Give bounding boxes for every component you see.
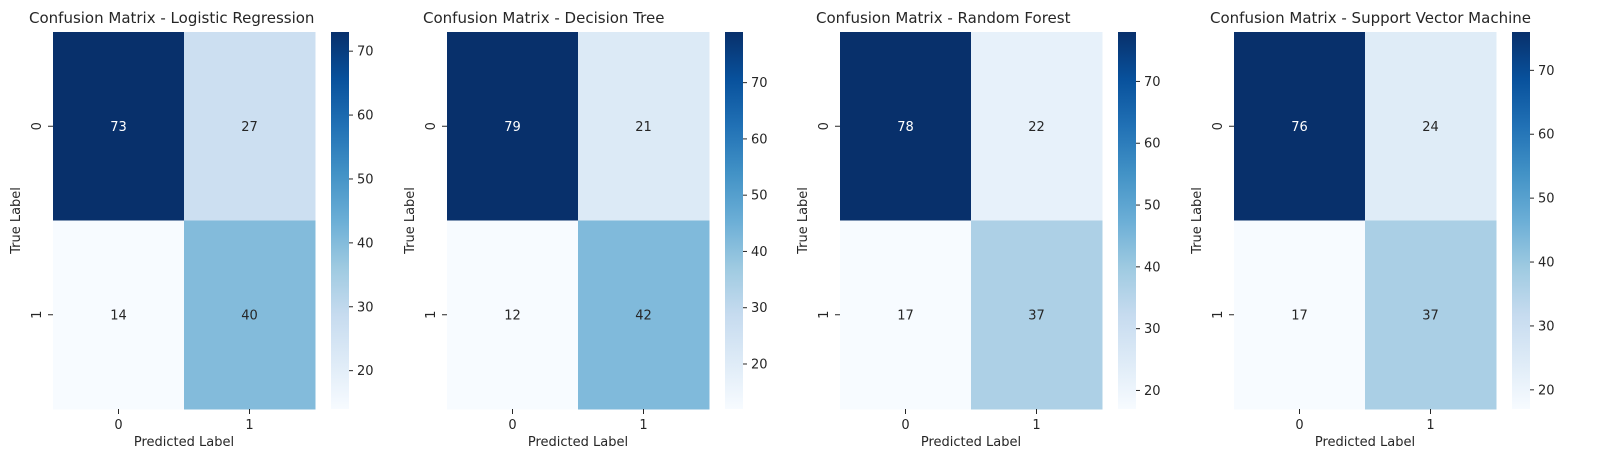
x-axis-label: Predicted Label <box>528 435 628 450</box>
cell-value-label: 79 <box>504 120 521 135</box>
cell-value-label: 17 <box>1291 308 1308 323</box>
heatmap-cell <box>1234 32 1366 221</box>
cell-value-label: 22 <box>1028 120 1045 135</box>
x-tick-label: 1 <box>1032 418 1040 433</box>
cell-value-label: 78 <box>897 120 914 135</box>
x-axis-label: Predicted Label <box>921 435 1021 450</box>
heatmap-cell <box>1234 220 1366 410</box>
colorbar-tick-label: 70 <box>357 45 374 60</box>
y-axis-label: True Label <box>403 187 418 255</box>
y-tick-label: 1 <box>30 311 45 319</box>
cell-value-label: 73 <box>110 120 127 135</box>
colorbar-tick-label: 40 <box>751 245 768 260</box>
cell-value-label: 24 <box>1422 120 1439 135</box>
chart-title: Confusion Matrix - Logistic Regression <box>29 9 314 27</box>
heatmap-cell <box>447 220 579 410</box>
colorbar-tick-label: 40 <box>1538 256 1555 271</box>
chart-title: Confusion Matrix - Random Forest <box>816 9 1071 27</box>
x-axis-label: Predicted Label <box>1315 435 1415 450</box>
y-tick-label: 0 <box>1211 122 1226 130</box>
heatmap-cell <box>578 32 710 221</box>
colorbar-tick-label: 60 <box>1538 128 1555 143</box>
cell-value-label: 14 <box>110 308 127 323</box>
heatmap-cell <box>53 32 185 221</box>
y-axis-label: True Label <box>1190 187 1205 255</box>
colorbar-tick-label: 30 <box>357 300 374 315</box>
colorbar-tick-label: 20 <box>1538 383 1555 398</box>
colorbar <box>1512 32 1530 409</box>
colorbar-tick-label: 50 <box>751 189 768 204</box>
colorbar-tick-label: 30 <box>1538 319 1555 334</box>
heatmap-cell <box>840 32 972 221</box>
cell-value-label: 37 <box>1422 308 1439 323</box>
colorbar <box>331 32 349 409</box>
y-tick-label: 0 <box>30 122 45 130</box>
heatmap-cell <box>184 220 316 410</box>
y-axis-label: True Label <box>9 187 24 255</box>
cell-value-label: 40 <box>241 308 258 323</box>
cell-value-label: 37 <box>1028 308 1045 323</box>
x-tick-label: 0 <box>901 418 909 433</box>
cell-value-label: 76 <box>1291 120 1308 135</box>
y-tick-label: 0 <box>817 122 832 130</box>
y-tick-label: 0 <box>424 122 439 130</box>
cell-value-label: 27 <box>241 120 258 135</box>
heatmap-cell <box>1365 32 1497 221</box>
heatmap-panel-3: Confusion Matrix - Random Forest 78 22 17 37… <box>796 9 1161 450</box>
colorbar-tick-label: 20 <box>1144 384 1161 399</box>
heatmap-cell <box>971 32 1103 221</box>
x-tick-label: 0 <box>508 418 516 433</box>
colorbar-tick-label: 20 <box>357 364 374 379</box>
y-tick-label: 1 <box>1211 311 1226 319</box>
x-tick-label: 1 <box>639 418 647 433</box>
cell-value-label: 12 <box>504 308 521 323</box>
colorbar-tick-label: 60 <box>751 132 768 147</box>
colorbar <box>725 32 743 409</box>
x-tick-label: 1 <box>1426 418 1434 433</box>
heatmap-cell <box>578 220 710 410</box>
colorbar-tick-label: 30 <box>1144 322 1161 337</box>
colorbar <box>1118 32 1136 409</box>
y-axis-label: True Label <box>796 187 811 255</box>
colorbar-tick-label: 70 <box>751 76 768 91</box>
heatmap-cell <box>447 32 579 221</box>
y-tick-label: 1 <box>424 311 439 319</box>
heatmap-panel-4: Confusion Matrix - Support Vector Machin… <box>1190 9 1555 450</box>
cell-value-label: 42 <box>635 308 652 323</box>
heatmap-cell <box>184 32 316 221</box>
x-tick-label: 1 <box>245 418 253 433</box>
heatmap-panel-1: Confusion Matrix - Logistic Regression 73… <box>9 9 374 450</box>
colorbar-tick-label: 20 <box>751 357 768 372</box>
colorbar-tick-label: 50 <box>1538 192 1555 207</box>
y-tick-label: 1 <box>817 311 832 319</box>
colorbar-tick-label: 50 <box>1144 199 1161 214</box>
heatmap-cell <box>971 220 1103 410</box>
cell-value-label: 17 <box>897 308 914 323</box>
heatmap-cell <box>840 220 972 410</box>
chart-title: Confusion Matrix - Support Vector Machin… <box>1210 9 1531 27</box>
colorbar-tick-label: 40 <box>357 236 374 251</box>
colorbar-tick-label: 60 <box>357 109 374 124</box>
colorbar-tick-label: 60 <box>1144 137 1161 152</box>
colorbar-tick-label: 70 <box>1538 64 1555 79</box>
colorbar-tick-label: 40 <box>1144 260 1161 275</box>
x-tick-label: 0 <box>1295 418 1303 433</box>
colorbar-tick-label: 30 <box>751 301 768 316</box>
heatmap-cell <box>1365 220 1497 410</box>
colorbar-tick-label: 70 <box>1144 75 1161 90</box>
chart-title: Confusion Matrix - Decision Tree <box>423 9 664 27</box>
colorbar-tick-label: 50 <box>357 172 374 187</box>
heatmap-panel-2: Confusion Matrix - Decision Tree 79 21 12 42… <box>403 9 768 450</box>
x-tick-label: 0 <box>114 418 122 433</box>
heatmap-cell <box>53 220 185 410</box>
cell-value-label: 21 <box>635 120 652 135</box>
x-axis-label: Predicted Label <box>134 435 234 450</box>
